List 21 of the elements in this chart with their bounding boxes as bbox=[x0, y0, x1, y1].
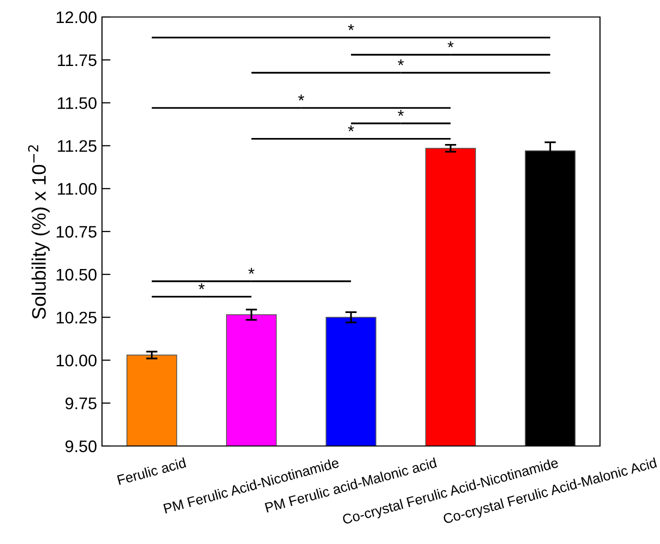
y-tick-label: 11.25 bbox=[58, 140, 96, 152]
y-tick-label: 9.75 bbox=[65, 398, 96, 410]
annotation: * bbox=[398, 59, 404, 66]
y-tick-label: 11.00 bbox=[58, 183, 96, 195]
annotation: * bbox=[198, 283, 205, 290]
y-tick-label: 10.75 bbox=[56, 226, 96, 238]
y-tick-label: 10.00 bbox=[56, 354, 96, 366]
annotation: * bbox=[448, 41, 454, 48]
annotation: * bbox=[348, 24, 354, 30]
y-tick-label: 11.50 bbox=[58, 97, 96, 110]
y-tick-label: 9.50 bbox=[65, 440, 96, 452]
annotation: * bbox=[348, 126, 354, 132]
y-tick-label: 10.50 bbox=[56, 268, 96, 281]
annotation: * bbox=[248, 268, 254, 274]
y-tick-label: 10.25 bbox=[56, 312, 96, 324]
y-axis-title: Solubility (%) x 10$^{−2}$ bbox=[28, 145, 50, 319]
x-tick-label: Ferulic acid bbox=[116, 457, 186, 486]
y-tick-label: 11.75 bbox=[58, 54, 96, 66]
annotation: * bbox=[398, 110, 404, 116]
annotation: * bbox=[298, 94, 304, 100]
y-tick-label: 12.00 bbox=[56, 11, 96, 24]
